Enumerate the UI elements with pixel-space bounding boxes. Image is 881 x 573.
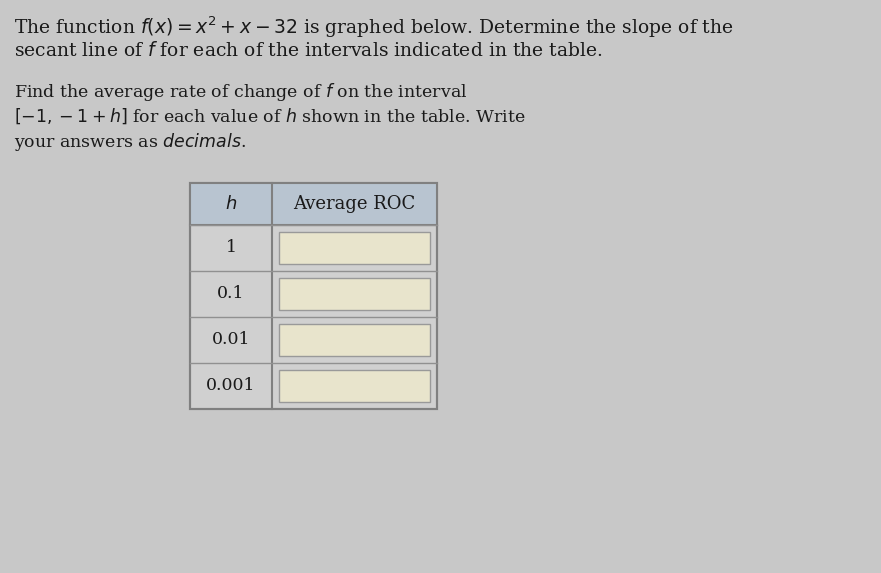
Text: 0.1: 0.1 <box>218 285 245 303</box>
Bar <box>279 370 430 402</box>
Bar <box>279 278 430 310</box>
Bar <box>190 183 437 409</box>
Bar <box>279 232 430 264</box>
Text: 0.01: 0.01 <box>211 332 250 348</box>
Text: secant line of $f$ for each of the intervals indicated in the table.: secant line of $f$ for each of the inter… <box>14 41 603 60</box>
Text: 0.001: 0.001 <box>206 378 255 394</box>
Text: Find the average rate of change of $f$ on the interval: Find the average rate of change of $f$ o… <box>14 81 468 103</box>
Text: The function $f(x) = x^2 + x - 32$ is graphed below. Determine the slope of the: The function $f(x) = x^2 + x - 32$ is gr… <box>14 15 734 41</box>
Text: 1: 1 <box>226 240 236 257</box>
Text: your answers as $\it{decimals}$.: your answers as $\it{decimals}$. <box>14 131 246 153</box>
Text: Average ROC: Average ROC <box>293 195 416 213</box>
Text: $[-1, -1 + h]$ for each value of $h$ shown in the table. Write: $[-1, -1 + h]$ for each value of $h$ sho… <box>14 106 526 125</box>
Bar <box>190 183 437 409</box>
Bar <box>190 183 437 225</box>
Bar <box>279 324 430 356</box>
Text: $h$: $h$ <box>225 195 237 213</box>
